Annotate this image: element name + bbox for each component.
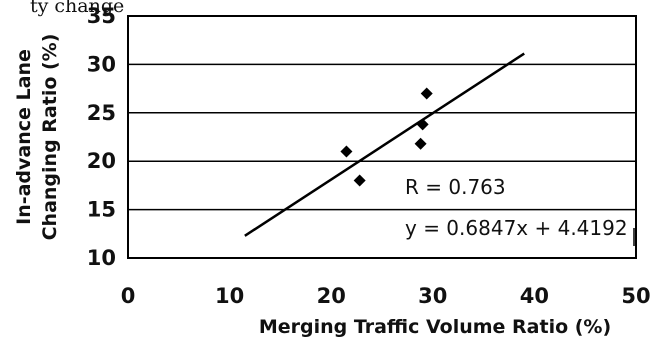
data-point-1 — [340, 145, 353, 158]
y-tick-label: 20 — [87, 149, 116, 173]
data-points — [340, 87, 433, 187]
x-tick-label: 30 — [418, 284, 447, 308]
y-tick-labels: 10 15 20 25 30 35 — [87, 4, 116, 270]
data-point-4 — [416, 118, 429, 131]
x-tick-label: 50 — [621, 284, 650, 308]
y-axis-title-line2: Changing Ratio (%) — [39, 34, 61, 241]
r-value-annotation: R = 0.763 — [405, 175, 506, 199]
data-point-5 — [420, 87, 433, 100]
x-axis-title: Merging Traffic Volume Ratio (%) — [259, 316, 611, 338]
x-tick-labels: 0 10 20 30 40 50 — [121, 284, 651, 308]
partial-caption-text: ty change — [30, 0, 124, 17]
data-point-2 — [353, 174, 366, 187]
y-tick-label: 10 — [87, 246, 116, 270]
x-tick-label: 10 — [215, 284, 244, 308]
plot-area — [127, 15, 637, 259]
y-tick-label: 15 — [87, 198, 116, 222]
y-tick-label: 35 — [87, 4, 116, 28]
x-tick-label: 0 — [121, 284, 136, 308]
y-tick-label: 25 — [87, 101, 116, 125]
x-tick-label: 40 — [520, 284, 549, 308]
grid-layer — [128, 63, 636, 211]
y-axis-title-line1: In-advance Lane — [13, 49, 35, 225]
trend-line — [244, 52, 525, 237]
y-axis-title: In-advance Lane Changing Ratio (%) — [13, 34, 61, 241]
y-tick-label: 30 — [87, 52, 116, 76]
data-point-3 — [414, 137, 427, 150]
x-tick-label: 20 — [317, 284, 346, 308]
regression-equation-annotation: y = 0.6847x + 4.4192 — [405, 216, 628, 240]
